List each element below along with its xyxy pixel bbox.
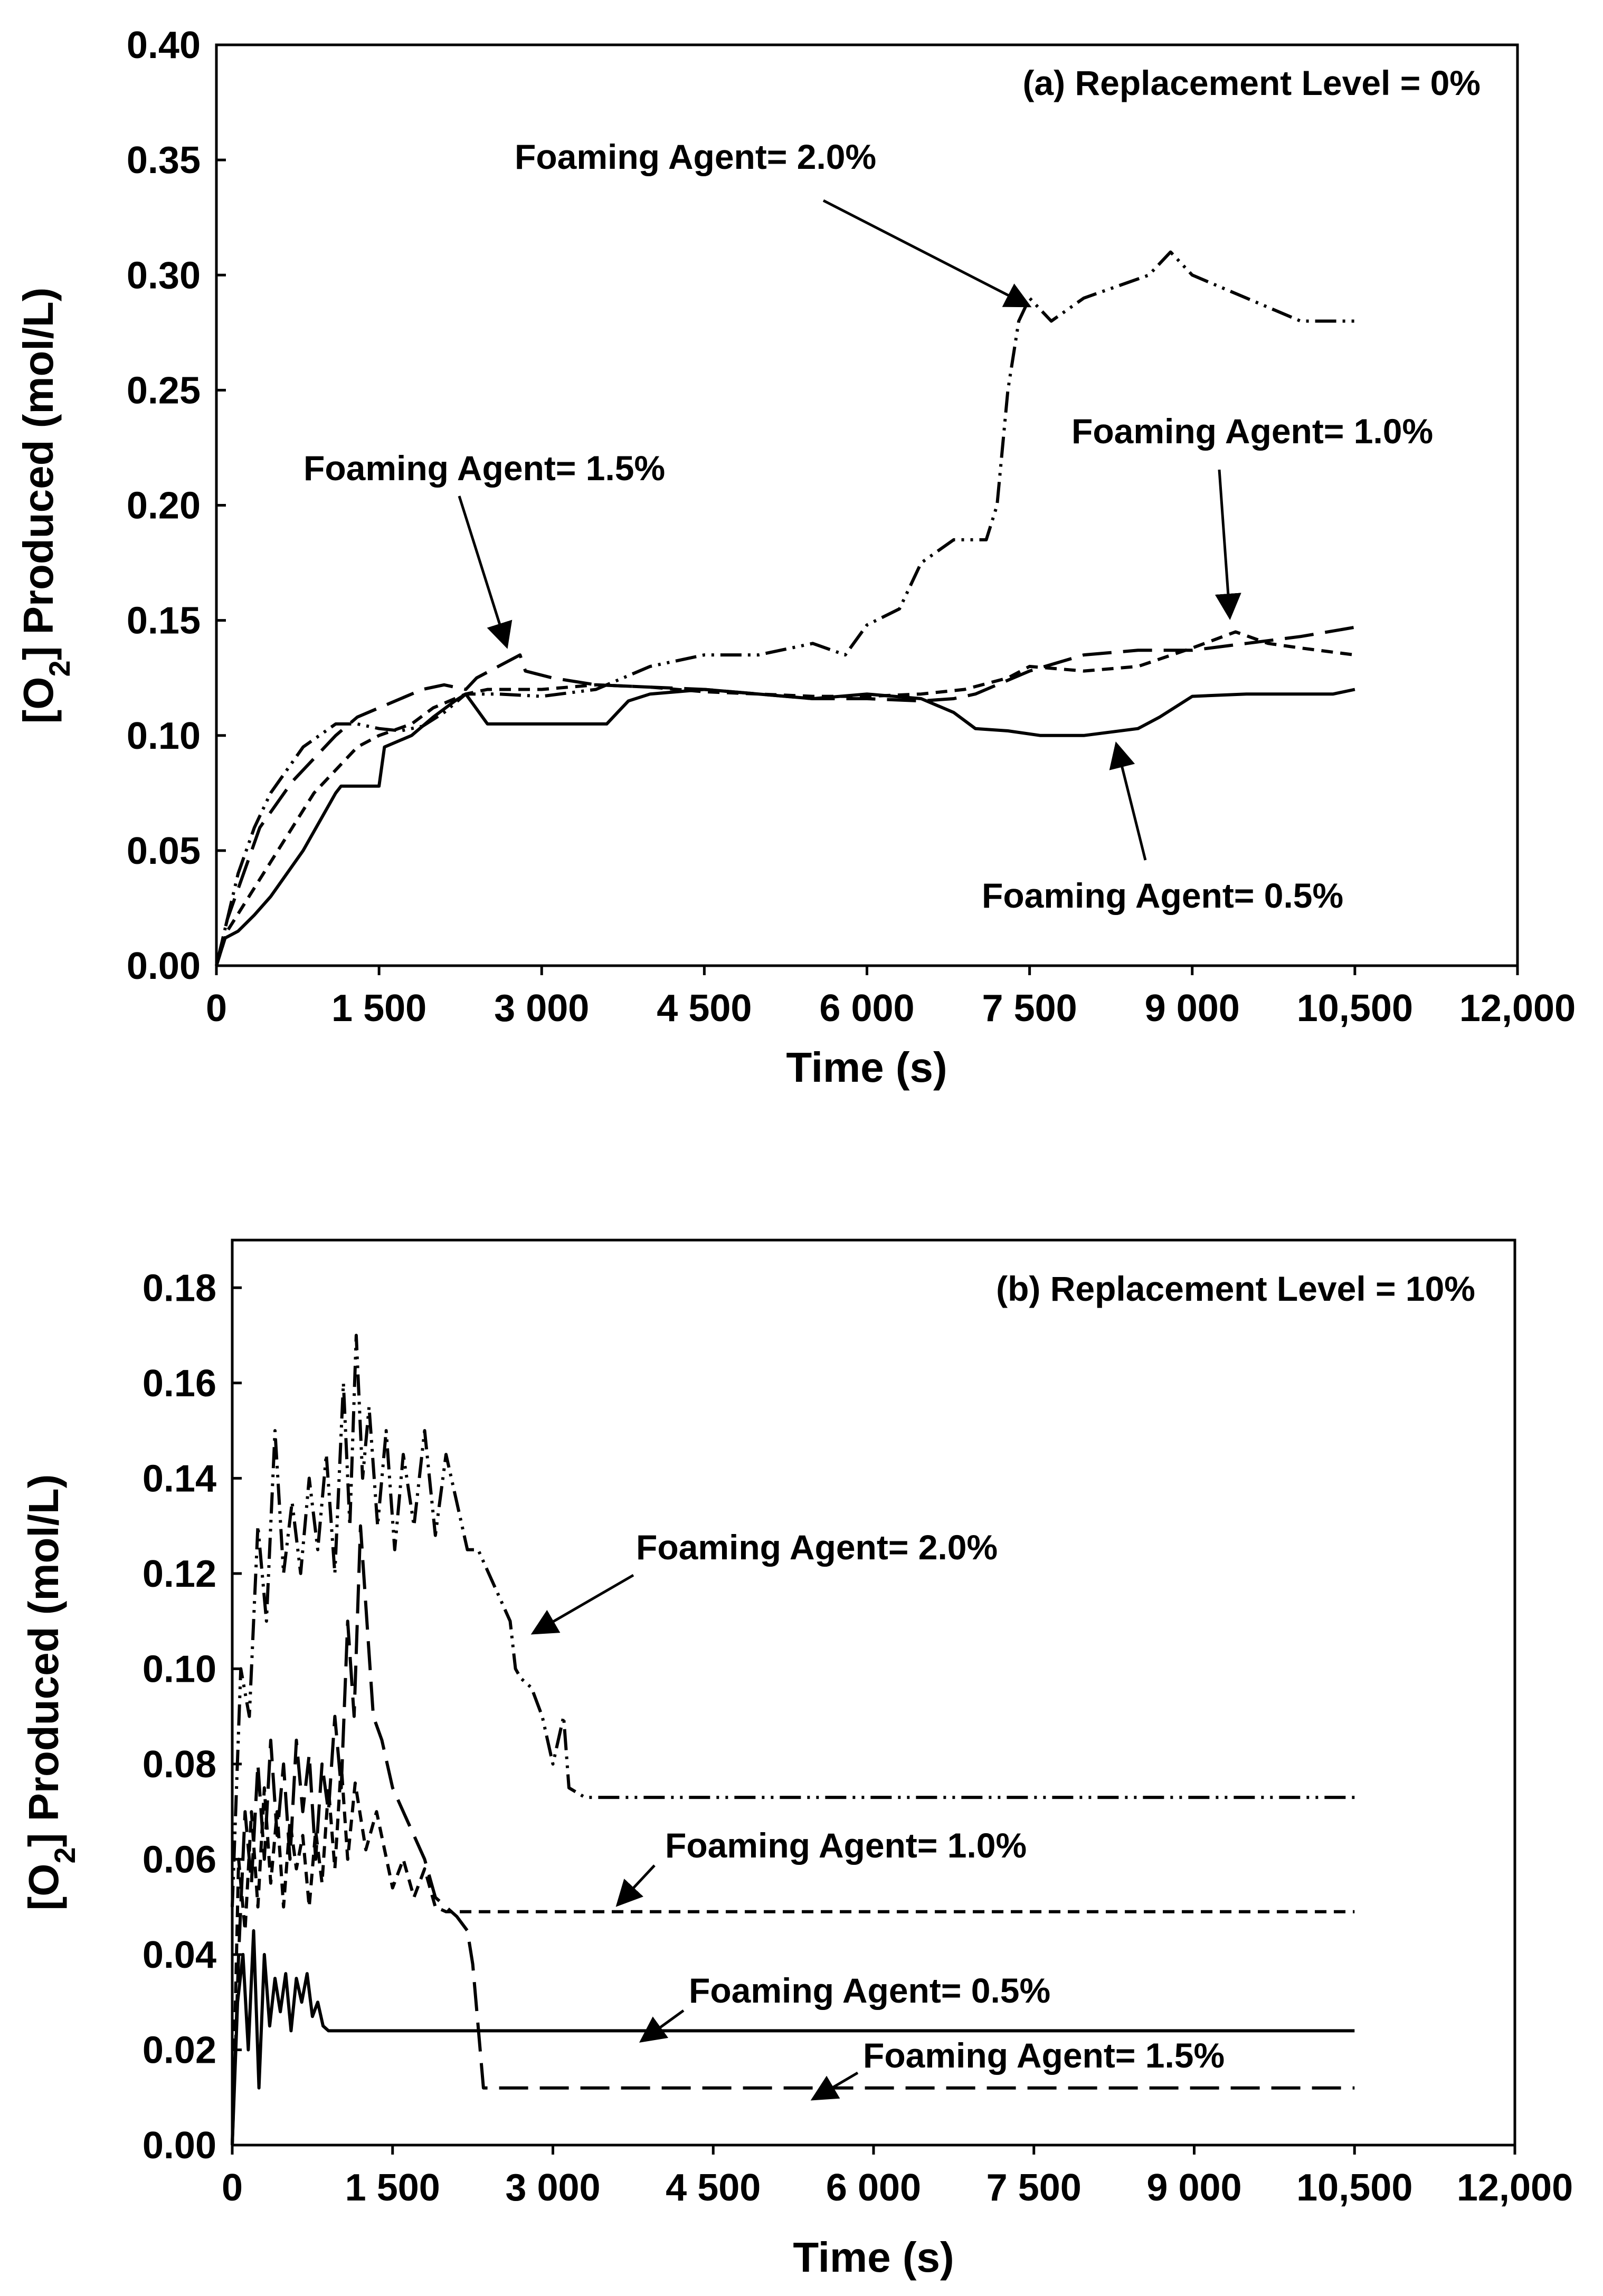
y-tick-label: 0.35 — [127, 139, 201, 182]
x-tick-label: 9 000 — [1145, 987, 1240, 1030]
x-tick-label: 1 500 — [331, 987, 426, 1030]
x-tick-label: 1 500 — [345, 2167, 440, 2209]
x-tick-label: 12,000 — [1459, 987, 1576, 1030]
annotation-arrow — [810, 2071, 859, 2101]
y-tick-label: 0.10 — [143, 1648, 216, 1690]
annotations-b: Foaming Agent= 2.0% Foaming Agent= 1.0% … — [530, 1528, 1225, 2101]
y-tick-labels-a: 0.00 0.05 0.10 0.15 0.20 0.25 0.30 0.35 … — [127, 24, 201, 987]
annotation-label: Foaming Agent= 1.5% — [303, 449, 665, 488]
x-tick-label: 7 500 — [987, 2167, 1082, 2209]
y-tick-label: 0.16 — [143, 1363, 216, 1405]
x-tick-labels-b: 0 1 500 3 000 4 500 6 000 7 500 9 000 10… — [222, 2167, 1573, 2209]
series-line — [215, 250, 1355, 966]
y-tick-label: 0.08 — [143, 1744, 216, 1786]
y-tick-label: 0.12 — [143, 1553, 216, 1595]
y-tick-label: 0.18 — [143, 1267, 216, 1309]
annotation-arrow — [822, 199, 1032, 308]
annotation-label: Foaming Agent= 0.5% — [982, 876, 1343, 915]
series-group-a — [215, 250, 1355, 966]
annotation-arrow — [1215, 469, 1241, 620]
annotation-label: Foaming Agent= 1.0% — [665, 1826, 1027, 1865]
series-line — [215, 688, 1355, 966]
annotation-arrow — [530, 1574, 634, 1635]
chart-panel-a: 0.00 0.05 0.10 0.15 0.20 0.25 0.30 0.35 … — [15, 24, 1576, 1091]
annotation-label: Foaming Agent= 0.5% — [689, 1971, 1050, 2010]
y-tick-labels-b: 0.00 0.02 0.04 0.06 0.08 0.10 0.12 0.14 … — [143, 1267, 216, 2167]
x-tick-label: 6 000 — [826, 2167, 921, 2209]
x-axis-title-b: Time (s) — [793, 2234, 954, 2281]
x-tick-labels-a: 0 1 500 3 000 4 500 6 000 7 500 9 000 10… — [206, 987, 1576, 1030]
annotation-arrow — [615, 1864, 656, 1907]
y-tick-label: 0.04 — [143, 1934, 216, 1976]
series-line — [215, 625, 1355, 966]
x-tick-label: 0 — [206, 987, 227, 1030]
panel-title-a: (a) Replacement Level = 0% — [1022, 63, 1481, 102]
x-tick-label: 9 000 — [1146, 2167, 1241, 2209]
series-group-b — [231, 1333, 1355, 2146]
x-tick-label: 6 000 — [819, 987, 914, 1030]
annotation-arrow — [458, 496, 513, 649]
x-tick-label: 4 500 — [666, 2167, 761, 2209]
y-tick-label: 0.15 — [127, 600, 201, 642]
annotation-label: Foaming Agent= 2.0% — [636, 1528, 998, 1567]
x-tick-label: 3 000 — [494, 987, 589, 1030]
x-tick-label: 0 — [222, 2167, 243, 2209]
y-tick-label: 0.00 — [143, 2124, 216, 2167]
y-tick-label: 0.05 — [127, 830, 201, 872]
tick-marks-a — [215, 43, 1519, 975]
annotation-label: Foaming Agent= 1.5% — [863, 2036, 1225, 2075]
x-tick-label: 10,500 — [1297, 987, 1413, 1030]
y-tick-label: 0.25 — [127, 369, 201, 412]
x-tick-label: 7 500 — [982, 987, 1077, 1030]
series-line — [215, 630, 1355, 966]
x-tick-label: 4 500 — [657, 987, 752, 1030]
annotation-arrow — [639, 2009, 685, 2043]
chart-panel-b: 0.00 0.02 0.04 0.06 0.08 0.10 0.12 0.14 … — [20, 1238, 1573, 2281]
y-tick-label: 0.30 — [127, 254, 201, 297]
x-tick-label: 3 000 — [505, 2167, 600, 2209]
x-tick-label: 12,000 — [1457, 2167, 1573, 2209]
series-line — [231, 1524, 1355, 2146]
tick-marks-b — [231, 1286, 1516, 2155]
panel-title-b: (b) Replacement Level = 10% — [996, 1269, 1475, 1308]
x-axis-title-a: Time (s) — [786, 1044, 947, 1091]
y-tick-label: 0.06 — [143, 1838, 216, 1881]
series-line — [231, 1333, 1355, 1907]
annotations-a: Foaming Agent= 2.0% Foaming Agent= 1.5% … — [303, 137, 1433, 915]
y-tick-label: 0.14 — [143, 1457, 216, 1500]
y-tick-label: 0.02 — [143, 2029, 216, 2071]
y-axis-title-a: [O2] Produced (mol/L) — [15, 288, 76, 724]
plot-frame-a — [215, 43, 1519, 967]
y-tick-label: 0.10 — [127, 715, 201, 757]
series-line — [231, 1929, 1355, 2146]
y-axis-title-b: [O2] Produced (mol/L) — [20, 1474, 81, 1911]
y-tick-label: 0.00 — [127, 945, 201, 987]
annotation-arrow — [1109, 741, 1147, 861]
y-tick-label: 0.20 — [127, 485, 201, 527]
annotation-label: Foaming Agent= 1.0% — [1071, 412, 1433, 451]
annotation-label: Foaming Agent= 2.0% — [515, 137, 876, 176]
x-tick-label: 10,500 — [1296, 2167, 1412, 2209]
y-tick-label: 0.40 — [127, 24, 201, 66]
